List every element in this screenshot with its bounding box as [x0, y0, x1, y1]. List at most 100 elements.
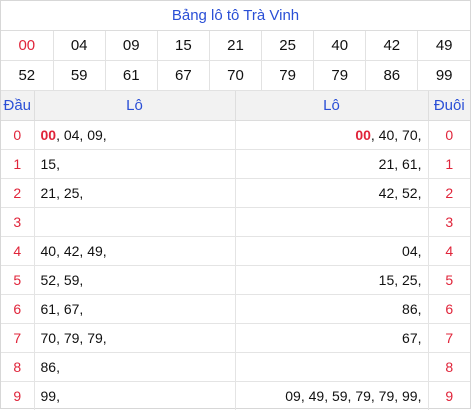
- tail-numbers: 09, 49, 59, 79, 79, 99,: [235, 382, 428, 410]
- tail-numbers: 00, 40, 70,: [235, 121, 428, 150]
- number-text: 8: [445, 359, 453, 375]
- head-digit: 2: [1, 179, 34, 208]
- number-text: 9: [445, 388, 453, 404]
- table-row: 9 99, 09, 49, 59, 79, 79, 99, 9: [1, 382, 470, 410]
- number-text: 6: [445, 301, 453, 317]
- tail-digit: 1: [428, 150, 470, 179]
- header-lo-left: Lô: [34, 91, 235, 121]
- number-text: 42, 52,: [379, 185, 422, 201]
- result-number: 09: [105, 31, 157, 61]
- tail-numbers: 04,: [235, 237, 428, 266]
- number-text: 2: [13, 185, 21, 201]
- tail-digit: 5: [428, 266, 470, 295]
- result-number: 99: [418, 61, 470, 91]
- result-number: 40: [314, 31, 366, 61]
- result-number: 79: [262, 61, 314, 91]
- number-text: 86,: [41, 359, 60, 375]
- number-text: 3: [13, 214, 21, 230]
- result-number: 70: [209, 61, 261, 91]
- head-numbers: 40, 42, 49,: [34, 237, 235, 266]
- results-row-1: 00 04 09 15 21 25 40 42 49: [1, 31, 470, 61]
- number-text: 70, 79, 79,: [41, 330, 107, 346]
- head-numbers: 61, 67,: [34, 295, 235, 324]
- number-text: 1: [445, 156, 453, 172]
- number-text: 15,: [41, 156, 60, 172]
- result-number: 86: [366, 61, 418, 91]
- result-number: 79: [314, 61, 366, 91]
- result-number: 25: [262, 31, 314, 61]
- tail-digit: 8: [428, 353, 470, 382]
- table-row: 7 70, 79, 79, 67, 7: [1, 324, 470, 353]
- highlight-number: 00: [355, 127, 371, 143]
- head-tail-header: Đầu Lô Lô Đuôi: [1, 91, 470, 121]
- table-row: 6 61, 67, 86, 6: [1, 295, 470, 324]
- head-digit: 0: [1, 121, 34, 150]
- table-row: 1 15, 21, 61, 1: [1, 150, 470, 179]
- head-numbers: 00, 04, 09,: [34, 121, 235, 150]
- tail-numbers: 86,: [235, 295, 428, 324]
- number-text: 0: [13, 127, 21, 143]
- number-text: 8: [13, 359, 21, 375]
- number-text: , 40, 70,: [371, 127, 422, 143]
- result-number: 52: [1, 61, 53, 91]
- tail-digit: 6: [428, 295, 470, 324]
- tail-digit: 9: [428, 382, 470, 410]
- head-digit: 7: [1, 324, 34, 353]
- tail-digit: 4: [428, 237, 470, 266]
- head-numbers: 99,: [34, 382, 235, 410]
- number-text: 09, 49, 59, 79, 79, 99,: [285, 388, 421, 404]
- number-text: 86,: [402, 301, 421, 317]
- head-digit: 5: [1, 266, 34, 295]
- tail-numbers: 67,: [235, 324, 428, 353]
- head-numbers: 52, 59,: [34, 266, 235, 295]
- number-text: 15, 25,: [379, 272, 422, 288]
- tail-numbers: [235, 208, 428, 237]
- tail-digit: 7: [428, 324, 470, 353]
- tail-digit: 3: [428, 208, 470, 237]
- head-numbers: 21, 25,: [34, 179, 235, 208]
- number-text: 21, 61,: [379, 156, 422, 172]
- tail-numbers: 21, 61,: [235, 150, 428, 179]
- header-dau: Đầu: [1, 91, 34, 121]
- head-digit: 1: [1, 150, 34, 179]
- result-number: 15: [157, 31, 209, 61]
- result-number: 49: [418, 31, 470, 61]
- number-text: 5: [445, 272, 453, 288]
- board-title: Bảng lô tô Trà Vinh: [1, 1, 470, 31]
- table-row: 4 40, 42, 49, 04, 4: [1, 237, 470, 266]
- head-digit: 3: [1, 208, 34, 237]
- head-digit: 8: [1, 353, 34, 382]
- number-text: 21, 25,: [41, 185, 84, 201]
- number-text: 40, 42, 49,: [41, 243, 107, 259]
- head-digit: 6: [1, 295, 34, 324]
- number-text: 04,: [402, 243, 421, 259]
- head-numbers: 15,: [34, 150, 235, 179]
- head-numbers: 86,: [34, 353, 235, 382]
- tail-numbers: 42, 52,: [235, 179, 428, 208]
- tail-numbers: [235, 353, 428, 382]
- head-numbers: 70, 79, 79,: [34, 324, 235, 353]
- result-number: 59: [53, 61, 105, 91]
- number-text: 6: [13, 301, 21, 317]
- number-text: 4: [13, 243, 21, 259]
- number-text: 7: [445, 330, 453, 346]
- number-text: 7: [13, 330, 21, 346]
- results-row-2: 52 59 61 67 70 79 79 86 99: [1, 61, 470, 91]
- result-number: 00: [1, 31, 53, 61]
- result-number: 42: [366, 31, 418, 61]
- number-text: , 04, 09,: [56, 127, 107, 143]
- head-digit: 9: [1, 382, 34, 410]
- header-duoi: Đuôi: [428, 91, 470, 121]
- number-text: 9: [13, 388, 21, 404]
- result-number: 67: [157, 61, 209, 91]
- head-numbers: [34, 208, 235, 237]
- number-text: 67,: [402, 330, 421, 346]
- results-grid: 00 04 09 15 21 25 40 42 49 52 59 61 67 7…: [1, 31, 470, 91]
